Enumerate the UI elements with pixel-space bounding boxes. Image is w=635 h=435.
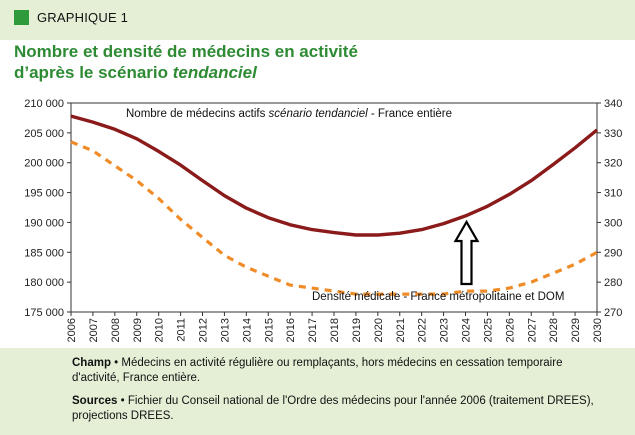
x-tick-label: 2007 (88, 318, 100, 342)
x-tick-label: 2014 (241, 318, 253, 342)
y-left-tick-label: 200 000 (24, 158, 64, 170)
x-tick-label: 2023 (439, 318, 451, 342)
x-tick-label: 2017 (307, 318, 319, 342)
sources-label: Sources (72, 395, 118, 407)
plot-frame (70, 102, 598, 313)
x-tick-label: 2013 (219, 318, 231, 342)
y-left-tick-label: 210 000 (24, 98, 64, 110)
champ-text: Médecins en activité régulière ou rempla… (72, 357, 563, 384)
x-tick-label: 2006 (66, 318, 78, 342)
title-line-1: Nombre et densité de médecins en activit… (14, 42, 358, 61)
chart-title: Nombre et densité de médecins en activit… (14, 41, 614, 83)
y-right-tick-label: 290 (604, 247, 622, 259)
green-square-icon (14, 10, 29, 25)
y-right-tick-label: 320 (604, 158, 622, 170)
figure-label: GRAPHIQUE 1 (14, 10, 128, 25)
y-right-tick-label: 280 (604, 277, 622, 289)
series-2-label: Densité médicale - France métropolitaine… (312, 291, 564, 303)
y-right-tick-label: 310 (604, 188, 622, 200)
x-tick-label: 2016 (285, 318, 297, 342)
note-sources: Sources • Fichier du Conseil national de… (72, 395, 594, 422)
chart-svg: 175 000 180 000 185 000 190 000 195 000 200 0… (24, 98, 622, 342)
x-tick-label: 2025 (482, 318, 494, 342)
x-tick-label: 2024 (461, 318, 473, 342)
y-right-tick-label: 330 (604, 128, 622, 140)
y-right-tick-label: 300 (604, 217, 622, 229)
x-tick-label: 2029 (570, 318, 582, 342)
y-left-tick-label: 205 000 (24, 128, 64, 140)
series-line-2 (70, 140, 598, 296)
figure-label-text: GRAPHIQUE 1 (37, 10, 129, 25)
series-line-1 (70, 114, 599, 237)
title-line-2-italic: tendanciel (172, 63, 257, 82)
y-left-tick-label: 190 000 (24, 217, 64, 229)
x-tick-label: 2022 (417, 318, 429, 342)
x-tick-label: 2030 (592, 318, 604, 342)
sources-text: Fichier du Conseil national de l'Ordre d… (72, 395, 594, 422)
x-tick-label: 2008 (110, 318, 122, 342)
x-tick-label: 2009 (132, 318, 144, 342)
y-left-tick-label: 195 000 (24, 188, 64, 200)
x-tick-label: 2026 (504, 318, 516, 342)
title-line-2-prefix: d’après le scénario (14, 63, 173, 82)
x-tick-label: 2011 (176, 318, 188, 342)
y-left-tick-label: 185 000 (24, 247, 64, 259)
x-tick-label: 2019 (351, 318, 363, 342)
y-left-tick-label: 175 000 (24, 307, 64, 319)
x-tick-label: 2010 (154, 318, 166, 342)
y-right-tick-label: 340 (604, 98, 622, 110)
title-line-2: d’après le scénario tendanciel (14, 62, 614, 83)
x-tick-label: 2021 (395, 318, 407, 342)
x-tick-label: 2012 (198, 318, 210, 342)
plot-area: 175 000 180 000 185 000 190 000 195 000 200 0… (24, 98, 622, 342)
series-1-label: Nombre de médecins actifs scénario tenda… (126, 108, 452, 120)
notes-box (0, 348, 635, 435)
x-tick-label: 2018 (329, 318, 341, 342)
arrow-up-icon (453, 219, 480, 286)
x-tick-label: 2020 (373, 318, 385, 342)
x-tick-label: 2027 (526, 318, 538, 342)
x-tick-label: 2028 (548, 318, 560, 342)
champ-label: Champ (72, 357, 111, 369)
x-tick-label: 2015 (263, 318, 275, 342)
y-left-tick-label: 180 000 (24, 277, 64, 289)
header-band (0, 0, 635, 40)
note-champ: Champ • Médecins en activité régulière o… (72, 357, 563, 384)
y-right-tick-label: 270 (604, 307, 622, 319)
